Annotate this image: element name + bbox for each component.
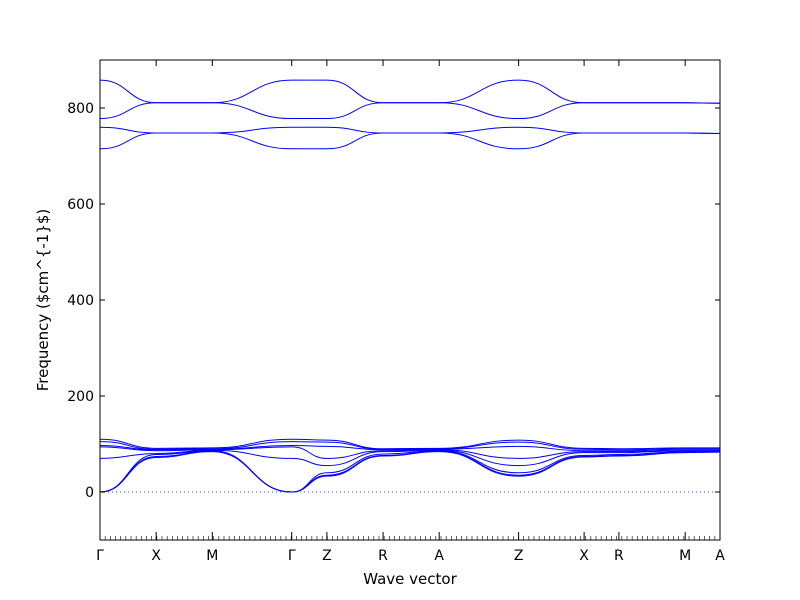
series-layer: [99, 79, 721, 493]
band-line-5: [99, 438, 720, 450]
x-axis-label: Wave vector: [363, 570, 457, 588]
band-line-2: [99, 102, 721, 120]
x-tick-label: M: [679, 548, 691, 564]
x-tick-label: X: [579, 548, 589, 564]
band-line-4: [99, 132, 721, 150]
x-tick-label: A: [715, 548, 725, 564]
x-tick-label: R: [614, 548, 624, 564]
band-line-12: [99, 451, 721, 493]
x-tick-label: R: [378, 548, 388, 564]
y-tick-label: 200: [67, 389, 94, 405]
band-line-11: [99, 450, 721, 493]
y-axis-label: Frequency ($cm^{-1}$): [34, 209, 52, 392]
y-tick-label: 0: [85, 485, 94, 501]
x-tick-label: Z: [514, 548, 524, 564]
y-tick-label: 400: [67, 293, 94, 309]
band-line-1: [99, 79, 721, 104]
x-tick-label: X: [151, 548, 161, 564]
x-tick-label: Γ: [96, 548, 104, 564]
x-tick-label: Z: [322, 548, 332, 564]
y-tick-label: 600: [67, 197, 94, 213]
band-line-10: [99, 450, 721, 493]
y-tick-label: 800: [67, 101, 94, 117]
plot-frame: [99, 59, 721, 541]
x-tick-label: Γ: [288, 548, 296, 564]
ticks-layer: [99, 60, 721, 540]
x-tick-label: M: [206, 548, 218, 564]
labels-layer: 0 200 400 600 800 Γ X M Γ Z R A Z X R M A: [67, 101, 725, 564]
x-tick-label: A: [434, 548, 444, 564]
